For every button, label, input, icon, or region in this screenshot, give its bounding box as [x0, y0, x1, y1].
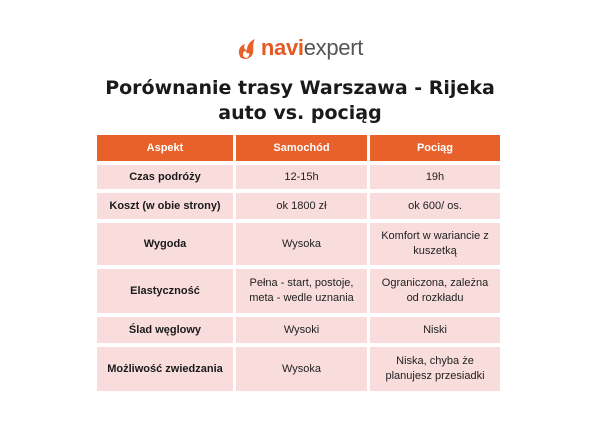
page-title: Porównanie trasy Warszawa - Rijeka auto …: [0, 76, 600, 126]
row-label: Koszt (w obie strony): [97, 193, 233, 219]
title-line-1: Porównanie trasy Warszawa - Rijeka: [105, 77, 495, 99]
comparison-table: Aspekt Samochód Pociąg Czas podróży 12-1…: [97, 135, 500, 395]
flame-logo-icon: [238, 39, 255, 59]
row-label: Elastyczność: [97, 269, 233, 313]
title-line-2: auto vs. pociąg: [218, 102, 382, 124]
table-row: Ślad węglowy Wysoki Niski: [97, 317, 500, 343]
logo-navi: navi: [260, 35, 304, 60]
train-value: Niska, chyba że planujesz przesiadki: [370, 347, 500, 391]
header-cell-car: Samochód: [236, 135, 367, 161]
train-value: 19h: [370, 165, 500, 189]
row-label: Ślad węglowy: [97, 317, 233, 343]
table-header-row: Aspekt Samochód Pociąg: [97, 135, 500, 161]
train-value: Niski: [370, 317, 500, 343]
car-value: Pełna - start, postoje, meta - wedle uzn…: [236, 269, 367, 313]
car-value: 12-15h: [236, 165, 367, 189]
header-cell-aspect: Aspekt: [97, 135, 233, 161]
table-row: Czas podróży 12-15h 19h: [97, 165, 500, 189]
row-label: Możliwość zwiedzania: [97, 347, 233, 391]
naviexpert-logo: naviexpert: [0, 35, 600, 61]
train-value: Ograniczona, zależna od rozkładu: [370, 269, 500, 313]
header-cell-train: Pociąg: [370, 135, 500, 161]
logo-expert: expert: [303, 35, 364, 60]
logo-wordmark: naviexpert: [261, 35, 363, 61]
table-row: Elastyczność Pełna - start, postoje, met…: [97, 269, 500, 313]
row-label: Wygoda: [97, 223, 233, 265]
car-value: Wysoka: [236, 223, 367, 265]
table-row: Wygoda Wysoka Komfort w wariancie z kusz…: [97, 223, 500, 265]
car-value: Wysoki: [236, 317, 367, 343]
car-value: ok 1800 zł: [236, 193, 367, 219]
table-row: Koszt (w obie strony) ok 1800 zł ok 600/…: [97, 193, 500, 219]
car-value: Wysoka: [236, 347, 367, 391]
table-row: Możliwość zwiedzania Wysoka Niska, chyba…: [97, 347, 500, 391]
train-value: Komfort w wariancie z kuszetką: [370, 223, 500, 265]
train-value: ok 600/ os.: [370, 193, 500, 219]
row-label: Czas podróży: [97, 165, 233, 189]
